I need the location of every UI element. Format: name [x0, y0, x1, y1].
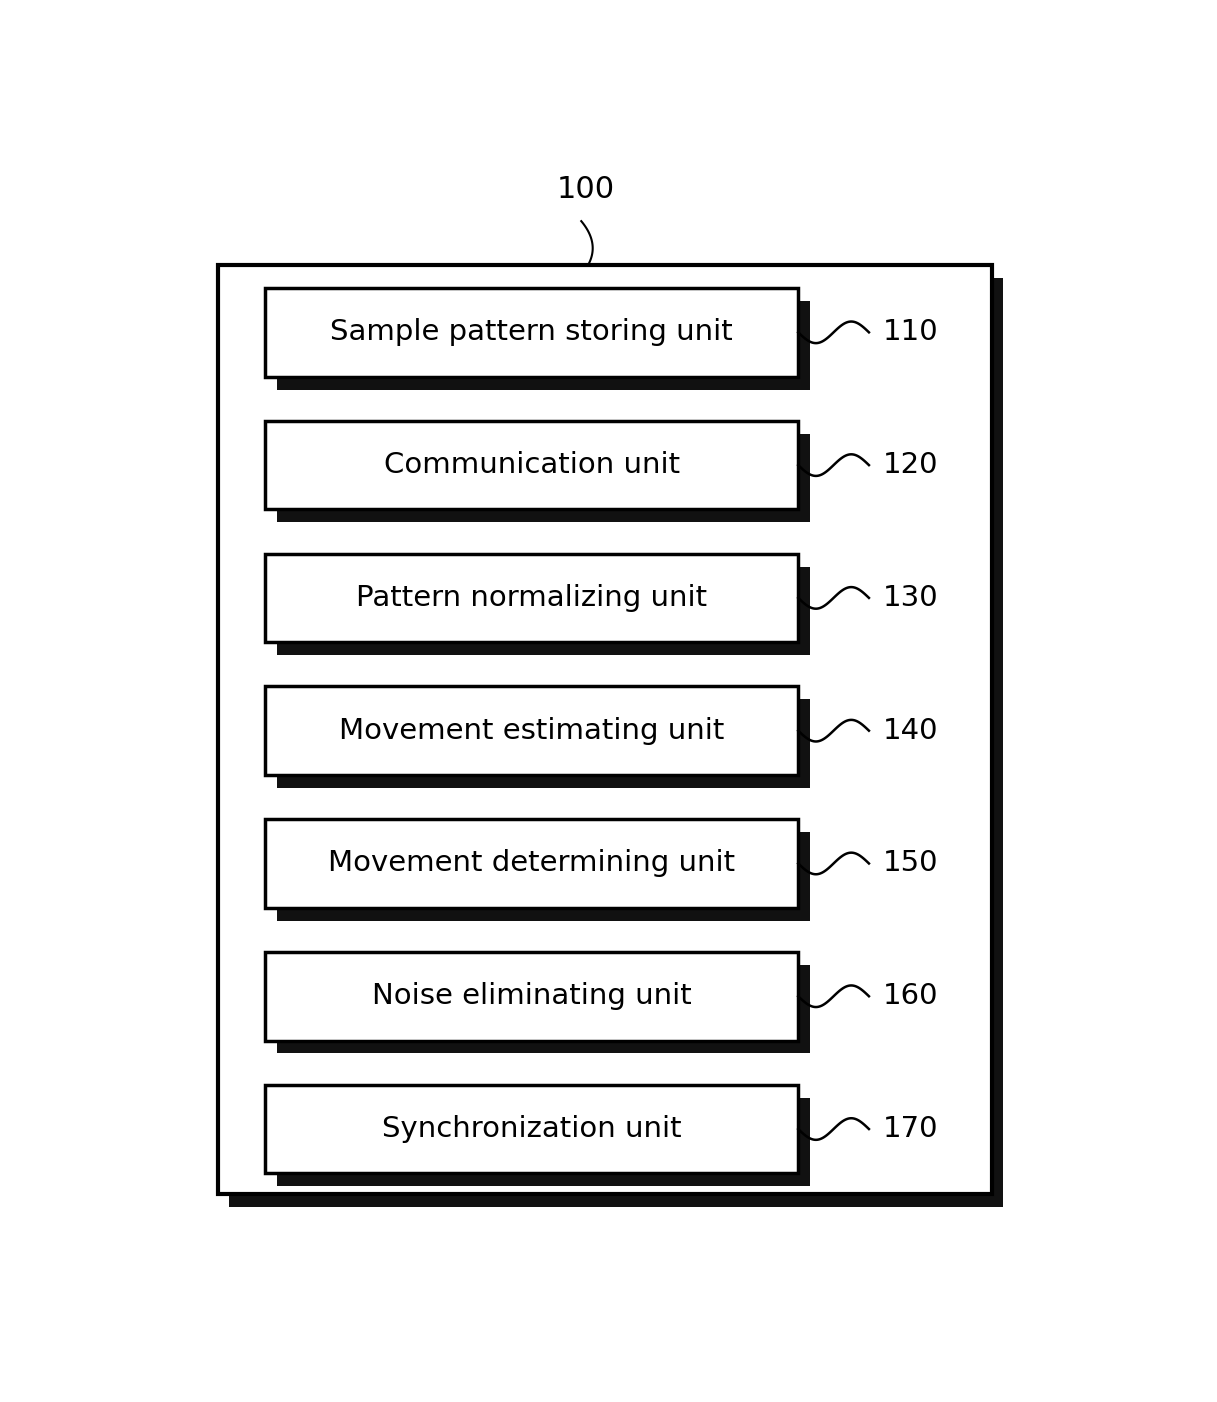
Text: Sample pattern storing unit: Sample pattern storing unit	[330, 318, 733, 346]
Text: 100: 100	[557, 175, 615, 203]
Text: 130: 130	[884, 583, 938, 611]
Text: 150: 150	[884, 850, 938, 878]
Text: Movement determining unit: Movement determining unit	[329, 850, 735, 878]
Text: 110: 110	[884, 318, 938, 346]
Bar	[276, 433, 809, 523]
Bar	[265, 421, 798, 509]
Text: Pattern normalizing unit: Pattern normalizing unit	[357, 583, 707, 611]
Bar	[276, 965, 809, 1053]
Text: Noise eliminating unit: Noise eliminating unit	[372, 983, 691, 1011]
Bar	[276, 566, 809, 655]
Text: 140: 140	[884, 716, 938, 744]
Bar	[265, 554, 798, 642]
Bar	[265, 1085, 798, 1173]
Bar	[218, 265, 992, 1195]
Bar	[276, 833, 809, 921]
Text: Synchronization unit: Synchronization unit	[382, 1115, 682, 1143]
Bar	[265, 687, 798, 775]
Text: Movement estimating unit: Movement estimating unit	[340, 716, 724, 744]
Bar	[276, 301, 809, 390]
Text: 170: 170	[884, 1115, 938, 1143]
Bar	[265, 952, 798, 1040]
Text: 160: 160	[884, 983, 938, 1011]
Bar	[230, 279, 1003, 1207]
Bar	[276, 700, 809, 788]
Bar	[276, 1098, 809, 1186]
Text: Communication unit: Communication unit	[383, 451, 680, 479]
Bar	[265, 819, 798, 907]
Bar	[265, 287, 798, 377]
Text: 120: 120	[884, 451, 938, 479]
